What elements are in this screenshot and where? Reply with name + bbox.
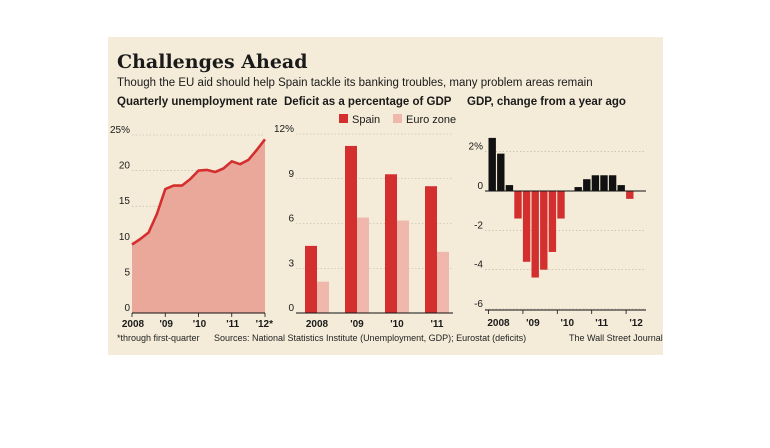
- footnote: *through first-quarter: [117, 333, 200, 343]
- gdp-chart-title: GDP, change from a year ago: [467, 96, 626, 108]
- unemployment-ytick-label: 20: [119, 161, 131, 172]
- unemployment-chart-title: Quarterly unemployment rate: [117, 96, 278, 108]
- gdp-bar-positive: [497, 153, 505, 191]
- unemployment-area: [132, 139, 265, 313]
- gdp-bar-positive: [505, 185, 514, 191]
- gdp-bar-negative: [548, 191, 557, 252]
- charts-canvas: 0 5 10 15 20 25% 2008 '09 '10 '11 '12* 0 3 6 9 12% 2008 '…: [110, 114, 646, 330]
- deficit-ytick-label: 9: [288, 169, 294, 180]
- unemployment-ytick-label: 25%: [110, 125, 130, 136]
- gdp-ytick-label: -4: [474, 260, 483, 271]
- gdp-xtick-label: '09: [526, 318, 540, 329]
- sources-note: Sources: National Statistics Institute (…: [214, 333, 527, 343]
- deficit-ytick-label: 3: [288, 258, 294, 269]
- deficit-ytick-label: 0: [288, 303, 294, 314]
- deficit-xtick-label: '11: [431, 319, 444, 330]
- deficit-bar-eurozone: [317, 281, 329, 313]
- unemployment-ytick-label: 5: [124, 267, 130, 278]
- unemployment-xtick-label: 2008: [122, 319, 145, 330]
- gdp-bar-negative: [557, 191, 565, 219]
- deficit-xtick-label: '09: [350, 319, 364, 330]
- unemployment-line: [131, 138, 267, 246]
- unemployment-xtick-label: '10: [193, 319, 207, 330]
- legend-label-spain: Spain: [352, 114, 380, 126]
- gdp-ytick-label: -6: [474, 299, 483, 310]
- gdp-ytick-label: -2: [474, 220, 483, 231]
- gdp-bar-negative: [626, 191, 634, 199]
- legend-swatch-eurozone: [393, 114, 402, 123]
- unemployment-xtick-label: '09: [159, 319, 173, 330]
- gdp-bar-positive: [488, 137, 496, 191]
- gdp-xtick-label: '11: [595, 318, 608, 329]
- deficit-ytick-label: 6: [288, 214, 294, 225]
- deficit-bar-eurozone: [357, 217, 369, 313]
- deficit-bar-spain: [345, 145, 357, 313]
- legend-swatch-spain: [339, 114, 348, 123]
- deficit-xtick-label: 2008: [306, 319, 329, 330]
- gdp-bar-negative: [531, 191, 539, 278]
- gdp-xtick-label: '12: [629, 318, 643, 329]
- unemployment-xtick-label: '11: [226, 319, 239, 330]
- gdp-ytick-label: 0: [477, 181, 483, 192]
- unemployment-ytick-label: 15: [119, 196, 131, 207]
- deficit-chart-title: Deficit as a percentage of GDP: [284, 96, 452, 108]
- page-subtitle: Though the EU aid should help Spain tack…: [117, 77, 593, 89]
- deficit-bar-spain: [425, 186, 437, 313]
- gdp-ytick-label: 2%: [469, 142, 484, 153]
- gdp-bar-positive: [583, 179, 591, 191]
- gdp-xtick-label: 2008: [487, 318, 510, 329]
- gdp-bar-negative: [540, 191, 548, 270]
- legend-label-eurozone: Euro zone: [406, 114, 456, 126]
- chart-panel: Challenges Ahead Though the EU aid shoul…: [108, 37, 663, 355]
- gdp-bar-positive: [600, 175, 608, 191]
- page-title: Challenges Ahead: [117, 51, 308, 73]
- gdp-bar-negative: [514, 191, 522, 219]
- deficit-xtick-label: '10: [390, 319, 404, 330]
- deficit-ytick-label: 12%: [274, 124, 294, 135]
- gdp-bar-positive: [574, 187, 582, 191]
- deficit-bar-spain: [305, 245, 317, 313]
- unemployment-ytick-label: 10: [119, 232, 131, 243]
- deficit-bar-spain: [385, 174, 397, 313]
- gdp-bar-positive: [608, 175, 617, 191]
- deficit-bar-eurozone: [437, 251, 449, 313]
- gdp-bar-positive: [617, 185, 625, 191]
- unemployment-xtick-label: '12*: [256, 319, 274, 330]
- gdp-bar-negative: [522, 191, 531, 262]
- gdp-xtick-label: '10: [561, 318, 575, 329]
- credit-note: The Wall Street Journal: [569, 333, 663, 343]
- deficit-bar-eurozone: [397, 220, 409, 313]
- unemployment-ytick-label: 0: [124, 303, 130, 314]
- gdp-bar-positive: [591, 175, 600, 191]
